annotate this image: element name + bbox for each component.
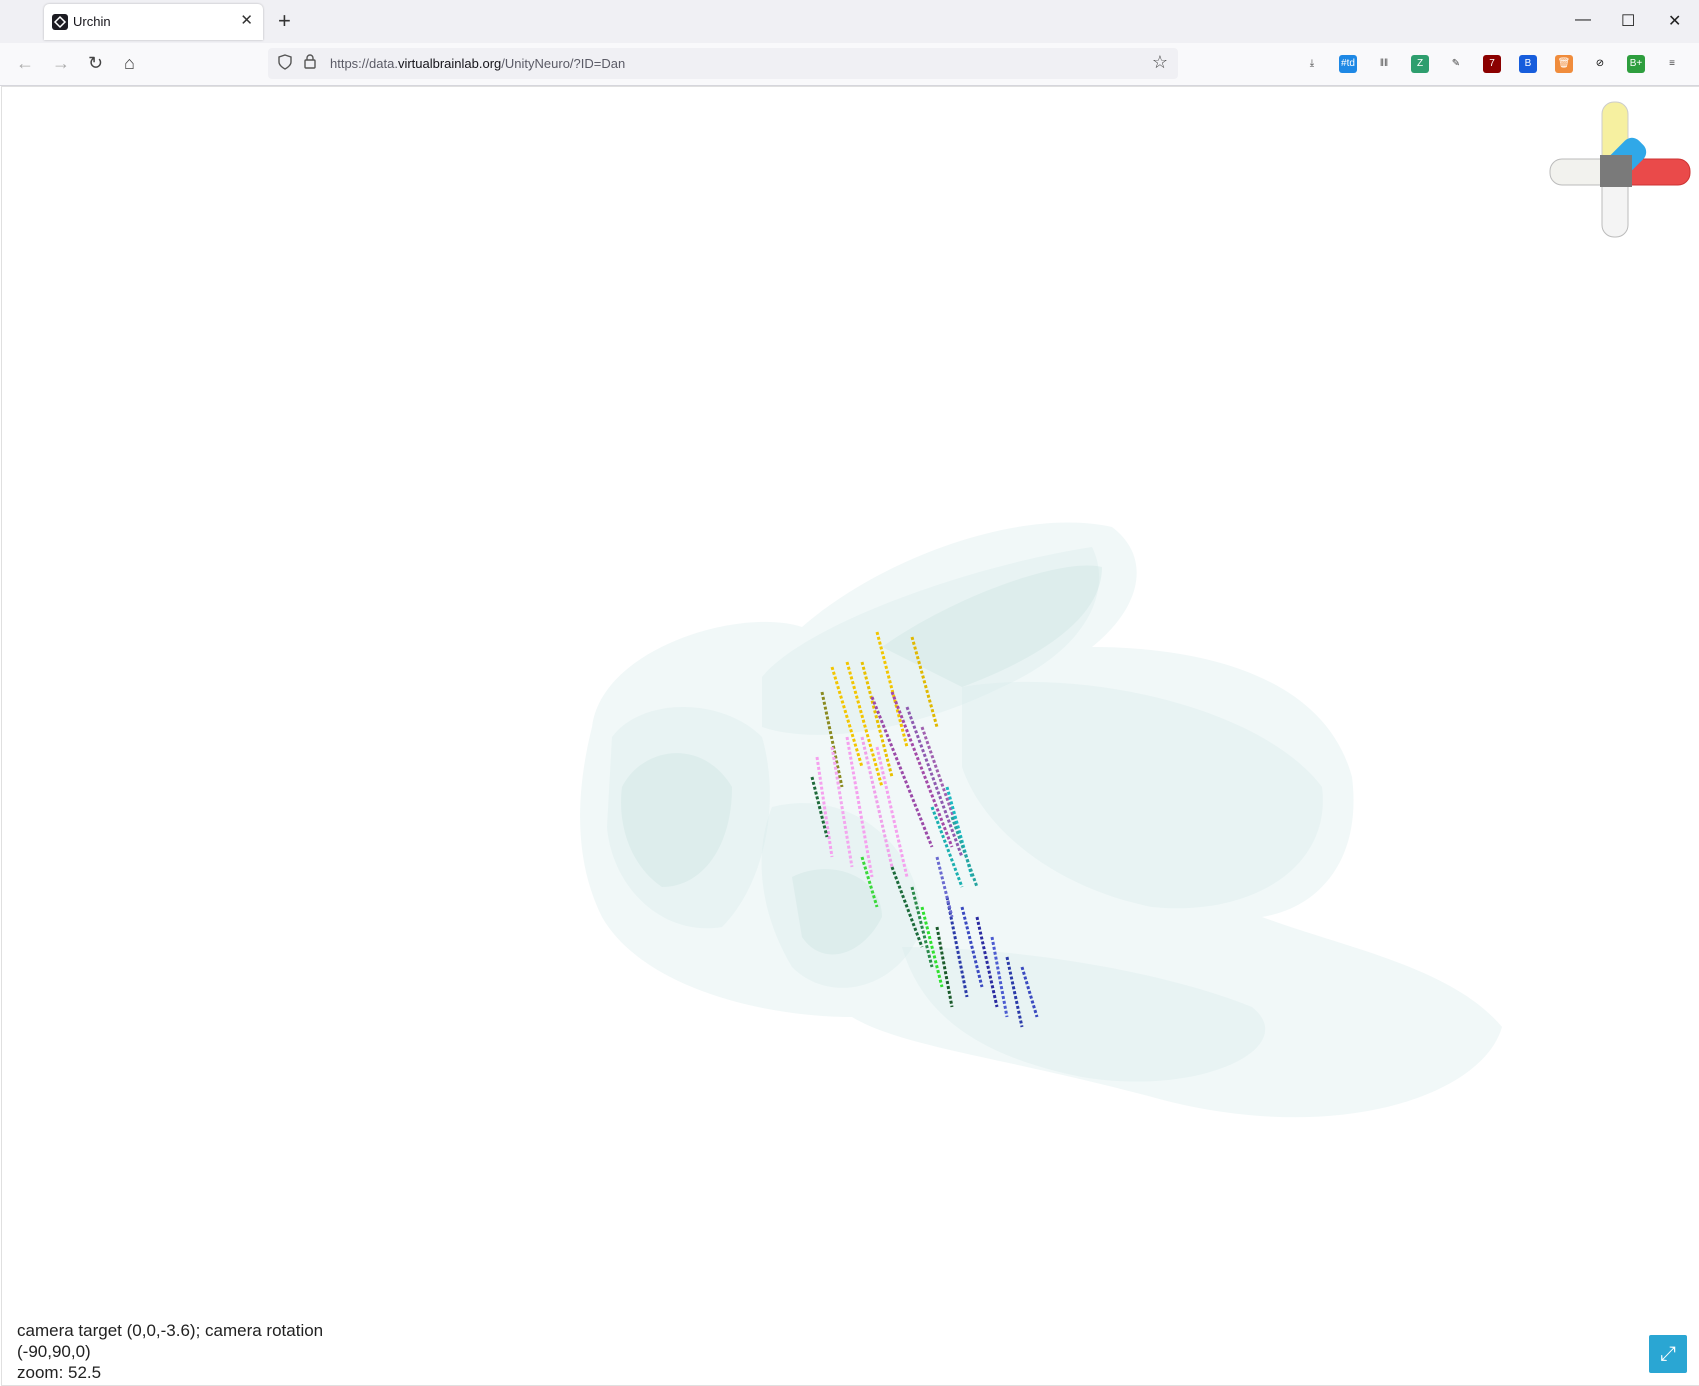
minimize-button[interactable]: — <box>1575 11 1591 28</box>
url-domain: virtualbrainlab.org <box>397 56 502 71</box>
title-bar: Urchin ✕ + — ☐ ✕ <box>0 0 1699 43</box>
maximize-button[interactable]: ☐ <box>1621 13 1636 30</box>
unity-canvas[interactable]: camera target (0,0,-3.6); camera rotatio… <box>1 86 1699 1386</box>
ublock-icon[interactable]: 7 <box>1483 55 1501 73</box>
shield-extension-icon[interactable]: Z <box>1411 55 1429 73</box>
fullscreen-button[interactable]: ⤢ <box>1649 1335 1687 1373</box>
new-tab-button[interactable]: + <box>278 8 291 33</box>
url-path: /UnityNeuro/?ID=Dan <box>501 56 626 71</box>
tracking-shield-icon[interactable] <box>278 54 292 74</box>
nav-toolbar: ← → ↻ ⌂ https://data.virtualbrainlab.org… <box>0 43 1699 86</box>
close-window-button[interactable]: ✕ <box>1668 13 1682 30</box>
url-prefix: https://data. <box>330 56 398 71</box>
address-bar[interactable]: https://data.virtualbrainlab.org/UnityNe… <box>268 48 1178 79</box>
tab-title: Urchin <box>73 14 111 29</box>
home-button[interactable]: ⌂ <box>124 53 135 73</box>
menu-icon[interactable]: ≡ <box>1663 55 1681 73</box>
download-icon[interactable]: ⤓ <box>1303 55 1321 73</box>
library-icon[interactable]: ‖‖ <box>1375 55 1393 73</box>
trash-extension-icon[interactable]: 🗑 <box>1555 55 1573 73</box>
tab-close-icon[interactable]: ✕ <box>240 12 253 29</box>
brain-3d-view[interactable] <box>2 87 1699 1385</box>
url-text[interactable]: https://data.virtualbrainlab.org/UnityNe… <box>330 56 625 71</box>
bitwarden-icon[interactable]: B <box>1519 55 1537 73</box>
block-icon[interactable]: ⊘ <box>1591 55 1609 73</box>
td-extension-icon[interactable]: #td <box>1339 55 1357 73</box>
camera-info-overlay: camera target (0,0,-3.6); camera rotatio… <box>17 1320 367 1383</box>
bird-extension-icon[interactable]: ✎ <box>1447 55 1465 73</box>
forward-button[interactable]: → <box>52 53 70 73</box>
bookmark-star-icon[interactable]: ☆ <box>1151 52 1168 72</box>
camera-info-text: camera target (0,0,-3.6); camera rotatio… <box>17 1321 324 1361</box>
unity-icon <box>52 14 68 30</box>
back-button[interactable]: ← <box>16 53 34 73</box>
lock-icon[interactable] <box>304 54 316 72</box>
zoom-info-text: zoom: 52.5 <box>17 1363 102 1382</box>
grade-extension-icon[interactable]: B+ <box>1627 55 1645 73</box>
tab-urchin[interactable]: Urchin ✕ <box>44 4 263 40</box>
axis-gizmo[interactable] <box>1549 101 1691 238</box>
reload-button[interactable]: ↻ <box>88 53 104 73</box>
